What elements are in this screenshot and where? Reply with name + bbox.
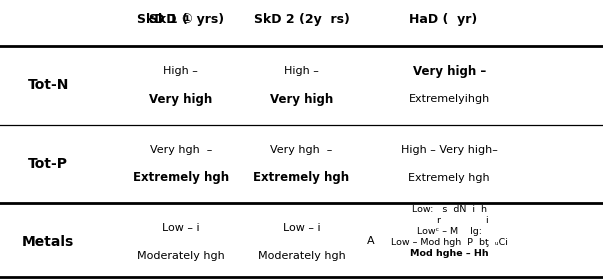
Text: A: A [367,236,374,246]
Text: Low:   s  dN  i  h: Low: s dN i h [412,206,487,214]
Text: Low – i: Low – i [283,223,320,233]
Text: Very high: Very high [270,93,333,106]
Text: Very hgh  –: Very hgh – [270,145,333,155]
Text: Tot-P: Tot-P [28,157,68,171]
Text: Lowᶜ – M    lg:: Lowᶜ – M lg: [417,227,482,236]
Text: Extremely hgh: Extremely hgh [133,171,229,184]
Text: Extremely hgh: Extremely hgh [408,173,490,183]
Text: Metals: Metals [22,235,74,249]
Text: Very high –: Very high – [412,65,486,78]
Text: High – Very high–: High – Very high– [401,145,497,155]
Text: Extremelyihgh: Extremelyihgh [409,94,490,104]
Text: Moderately hgh: Moderately hgh [137,251,225,261]
Text: ①: ① [181,13,192,26]
Text: Low – i: Low – i [162,223,200,233]
Text: High –: High – [163,66,198,76]
Text: SkD: SkD [149,13,181,26]
Text: Low – Mod hgh  P  bƫ  ᵤCi: Low – Mod hgh P bƫ ᵤCi [391,238,508,247]
Text: Mod hghe – Hh: Mod hghe – Hh [410,249,488,258]
Text: Very hgh  –: Very hgh – [150,145,212,155]
Text: r               i: r i [410,216,488,225]
Text: Moderately hgh: Moderately hgh [257,251,346,261]
Text: SkD 1 (  yrs): SkD 1 ( yrs) [137,13,224,26]
Text: Very high: Very high [150,93,212,106]
Text: Extremely hgh: Extremely hgh [253,171,350,184]
Text: Tot-N: Tot-N [28,78,69,92]
Text: SkD 2 (2y  rs): SkD 2 (2y rs) [254,13,349,26]
Text: HaD (  yr): HaD ( yr) [409,13,478,26]
Text: High –: High – [284,66,319,76]
